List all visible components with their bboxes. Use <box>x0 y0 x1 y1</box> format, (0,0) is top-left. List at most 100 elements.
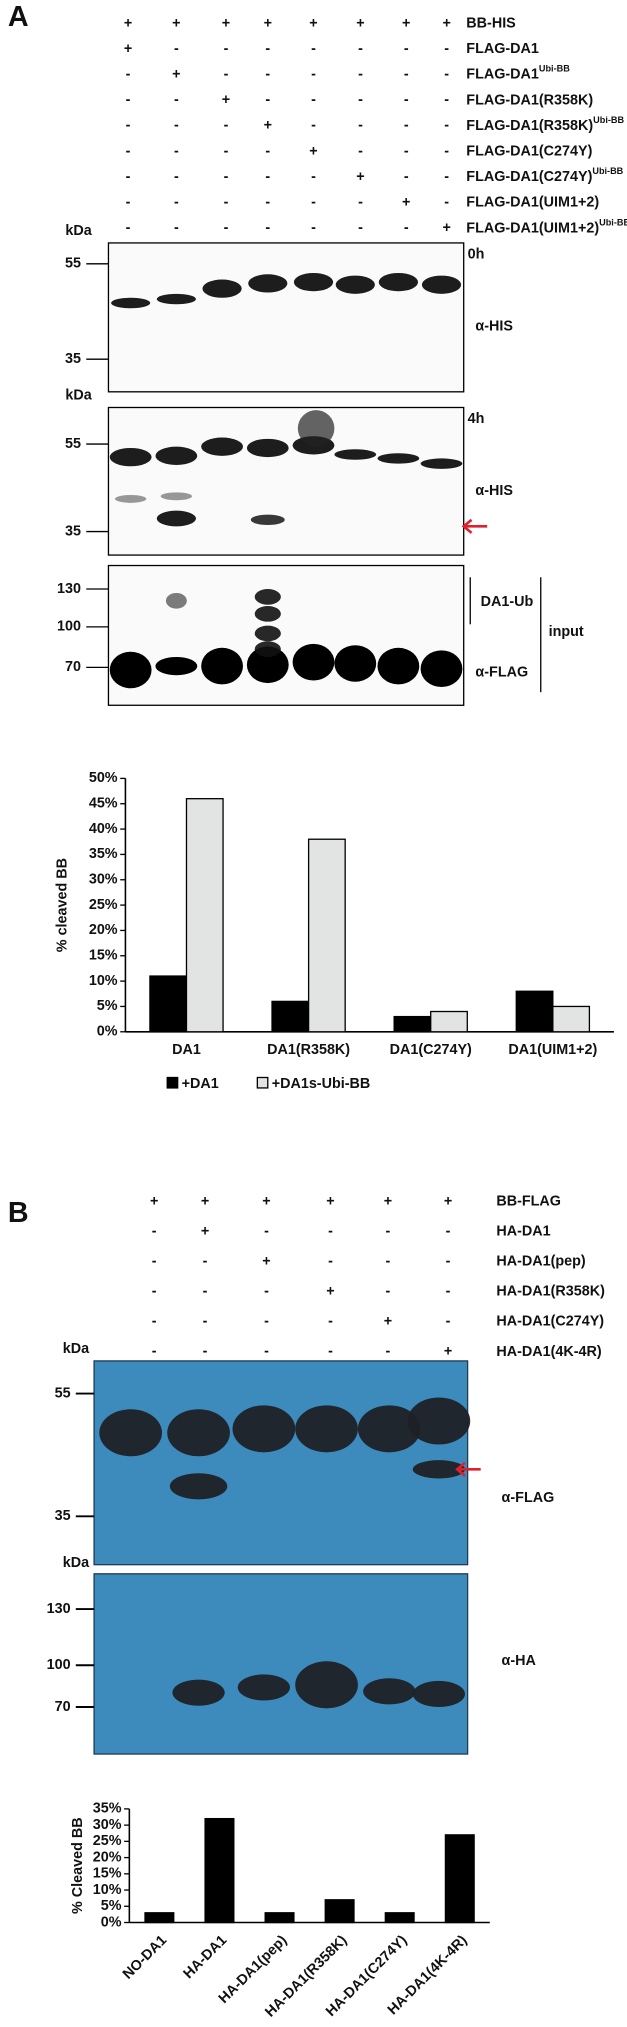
sign: - <box>126 194 131 210</box>
band <box>111 297 151 309</box>
sign: - <box>444 194 449 210</box>
sign: - <box>328 1314 333 1330</box>
y-tick-label: 15% <box>93 1866 122 1882</box>
bar <box>444 1834 475 1924</box>
row-label-text: BB-HIS <box>466 15 516 31</box>
sign: - <box>152 1283 157 1299</box>
band <box>254 589 281 605</box>
band <box>248 274 288 293</box>
sign: - <box>358 143 363 159</box>
sign: - <box>311 118 316 134</box>
bar <box>204 1817 235 1924</box>
band <box>155 446 198 465</box>
sign: - <box>126 220 131 236</box>
band <box>167 1409 230 1457</box>
sign: + <box>326 1193 334 1209</box>
sign: - <box>358 41 363 57</box>
y-tick-label: 25% <box>93 1833 122 1849</box>
row-label-text: FLAG-DA1(C274Y) <box>466 143 592 159</box>
sign: - <box>386 1253 391 1269</box>
blot <box>93 1360 469 1566</box>
y-axis-label: % cleaved BB <box>55 858 71 952</box>
sign: - <box>358 220 363 236</box>
kda-label: kDa <box>65 223 92 239</box>
y-tick-label: 5% <box>101 1898 122 1914</box>
sign: + <box>262 1193 270 1209</box>
annotation-label: DA1-Ub <box>481 594 534 610</box>
sign: + <box>356 169 364 185</box>
sign: - <box>311 67 316 83</box>
band <box>109 447 152 467</box>
antibody-label: α-HIS <box>475 318 513 334</box>
sign: - <box>224 220 229 236</box>
sign: + <box>262 1253 270 1269</box>
band <box>99 1409 162 1457</box>
sign: - <box>444 143 449 159</box>
row-label-sup: Ubi-BB <box>539 64 570 74</box>
row-label-text: HA-DA1 <box>496 1223 550 1239</box>
sign: - <box>311 169 316 185</box>
sign: + <box>443 15 451 31</box>
marker-label: 70 <box>65 659 81 675</box>
row-label-text: FLAG-DA1(UIM1+2) <box>466 220 599 236</box>
sign: - <box>328 1344 333 1360</box>
row-label: FLAG-DA1Ubi-BB <box>466 64 570 83</box>
band <box>297 410 335 447</box>
y-tick-label: 45% <box>89 796 118 812</box>
marker-label: 100 <box>57 619 81 635</box>
kda-label: kDa <box>63 1341 90 1357</box>
sign: - <box>358 194 363 210</box>
sign: + <box>444 1344 452 1360</box>
band <box>169 1473 228 1500</box>
bar <box>271 1000 310 1033</box>
row-label: HA-DA1(C274Y) <box>496 1314 604 1330</box>
sign: - <box>386 1344 391 1360</box>
sign: - <box>444 169 449 185</box>
y-tick-label: 50% <box>89 770 118 786</box>
y-tick-label: 10% <box>89 973 118 989</box>
sign: - <box>265 92 270 108</box>
band <box>109 651 152 689</box>
x-tick-label: DA1(C274Y) <box>390 1042 472 1058</box>
y-tick-label: 40% <box>89 821 118 837</box>
row-label: BB-HIS <box>466 15 516 31</box>
sign: - <box>224 143 229 159</box>
sign: - <box>264 1344 269 1360</box>
row-label-text: FLAG-DA1 <box>466 41 539 57</box>
sign: + <box>124 41 132 57</box>
sign: - <box>404 143 409 159</box>
sign: - <box>404 67 409 83</box>
band <box>334 449 377 460</box>
band <box>155 656 198 676</box>
marker-label: 35 <box>55 1508 71 1524</box>
bar <box>149 975 188 1033</box>
band <box>363 1678 416 1705</box>
sign: - <box>265 67 270 83</box>
sign: - <box>126 92 131 108</box>
row-label-text: BB-FLAG <box>496 1193 561 1209</box>
bar <box>393 1015 432 1033</box>
marker-label: 35 <box>65 523 81 539</box>
row-label: FLAG-DA1(C274Y) <box>466 143 592 159</box>
sign: + <box>444 1193 452 1209</box>
sign: - <box>174 118 179 134</box>
x-tick-label: DA1 <box>172 1042 201 1058</box>
time-label: 4h <box>468 411 485 427</box>
sign: - <box>444 67 449 83</box>
sign: - <box>444 92 449 108</box>
row-label: BB-FLAG <box>496 1193 561 1209</box>
legend-swatch <box>166 1076 179 1089</box>
kda-label: kDa <box>63 1555 90 1571</box>
kda-label: kDa <box>65 388 92 404</box>
y-tick-label: 35% <box>89 846 118 862</box>
row-label-text: FLAG-DA1 <box>466 67 539 83</box>
row-label-text: HA-DA1(C274Y) <box>496 1314 604 1330</box>
row-label-text: HA-DA1(4K-4R) <box>496 1344 602 1360</box>
red-arrow <box>461 518 488 534</box>
marker-label: 55 <box>65 256 81 272</box>
row-label: HA-DA1(R358K) <box>496 1283 605 1299</box>
sign: + <box>384 1193 392 1209</box>
sign: - <box>446 1283 451 1299</box>
band <box>254 641 281 657</box>
